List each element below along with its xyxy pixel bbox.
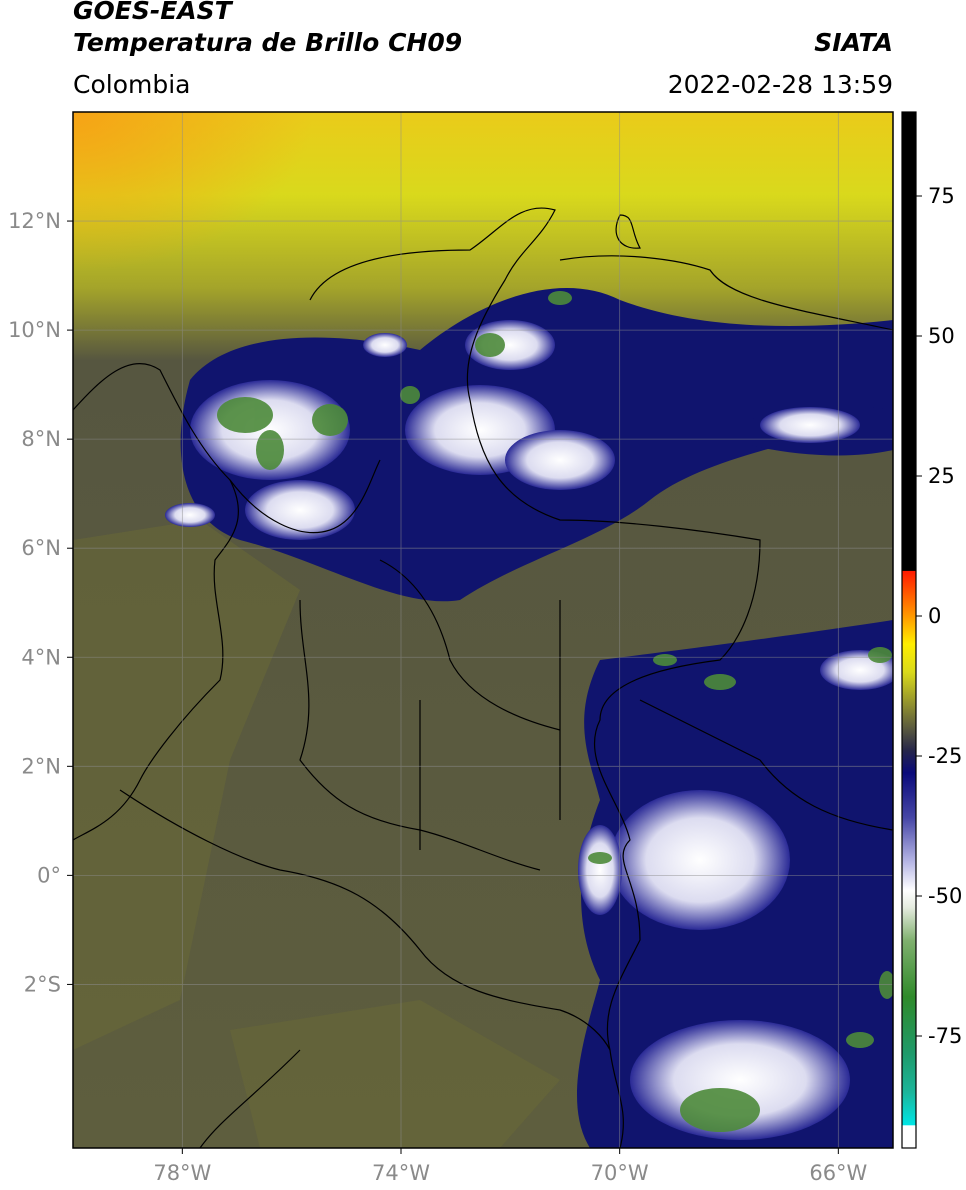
lat-tick-label-2: 8°N: [21, 427, 61, 451]
map-field: [73, 112, 893, 1148]
lat-tick-label-5: 2°N: [21, 754, 61, 778]
map-frame: [72, 111, 894, 1149]
lon-tick-label-0: 78°W: [153, 1161, 211, 1185]
colorbar-frame: [901, 111, 917, 1149]
colorbar: 75 50 25 0 -25 -50 -75: [901, 111, 962, 1149]
colorbar-tick-label-4: -25: [928, 744, 962, 768]
country-borders: [73, 207, 893, 1148]
colorbar-ramp: [902, 112, 916, 1148]
longitude-ticks: 78°W 74°W 70°W 66°W: [153, 1148, 868, 1185]
colorbar-tick-label-1: 50: [928, 324, 955, 348]
lat-tick-label-3: 6°N: [21, 536, 61, 560]
colorbar-tick-label-6: -75: [928, 1024, 962, 1048]
region-label: Colombia: [73, 70, 191, 99]
satellite-title: GOES-EAST: [73, 0, 232, 25]
lat-tick-label-0: 12°N: [8, 209, 61, 233]
product-title: Temperatura de Brillo CH09: [73, 28, 463, 57]
latitude-ticks: 12°N 10°N 8°N 6°N 4°N 2°N 0° 2°S: [8, 209, 73, 996]
agency-label: SIATA: [814, 28, 893, 57]
lon-tick-label-1: 74°W: [372, 1161, 430, 1185]
lat-tick-label-7: 2°S: [24, 972, 61, 996]
lat-tick-label-1: 10°N: [8, 318, 61, 342]
coldest-tops: [217, 291, 893, 1132]
graticule: [73, 112, 893, 1148]
lat-tick-label-4: 4°N: [21, 645, 61, 669]
lon-tick-label-2: 70°W: [591, 1161, 649, 1185]
lat-tick-label-6: 0°: [37, 863, 61, 887]
lon-tick-label-3: 66°W: [809, 1161, 867, 1185]
colorbar-tick-label-0: 75: [928, 184, 955, 208]
timestamp-label: 2022-02-28 13:59: [667, 70, 893, 99]
colorbar-tick-label-3: 0: [928, 604, 941, 628]
colorbar-tick-label-2: 25: [928, 464, 955, 488]
colorbar-tick-label-5: -50: [928, 884, 962, 908]
